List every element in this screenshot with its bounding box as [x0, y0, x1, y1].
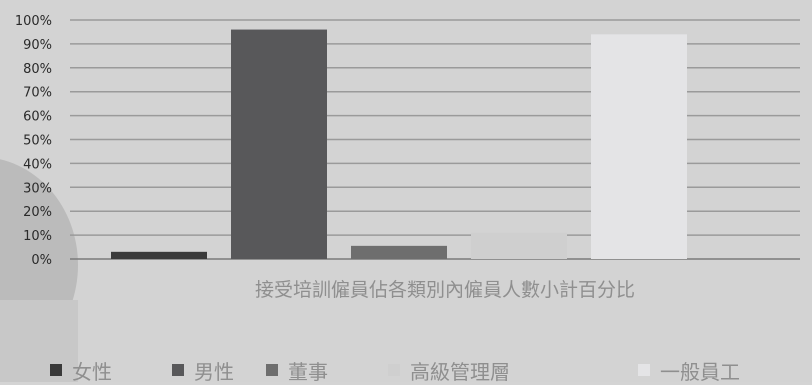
- y-tick-label: 0%: [31, 253, 52, 268]
- y-tick-label: 10%: [23, 229, 52, 244]
- bars: [111, 29, 687, 260]
- legend-label: 一般員工: [660, 359, 740, 384]
- y-tick-label: 50%: [23, 134, 52, 149]
- legend-swatch: [388, 364, 400, 376]
- legend-label: 高級管理層: [410, 359, 510, 384]
- legend-label: 男性: [194, 359, 234, 384]
- legend-label: 女性: [72, 359, 112, 384]
- bar: [471, 232, 567, 259]
- legend-label: 董事: [288, 359, 328, 384]
- y-tick-label: 60%: [23, 110, 52, 125]
- legend: 女性 男性 董事 高級管理層 一般員工: [0, 358, 812, 384]
- legend-item: 女性: [50, 358, 112, 384]
- legend-item: 董事: [266, 358, 328, 384]
- y-tick-label: 30%: [23, 181, 52, 196]
- y-tick-label: 40%: [23, 157, 52, 172]
- y-tick-label: 100%: [15, 14, 52, 29]
- bar: [231, 29, 327, 260]
- legend-item: 高級管理層: [388, 358, 510, 384]
- legend-item: 一般員工: [638, 358, 740, 384]
- bar: [351, 245, 447, 259]
- bar: [591, 34, 687, 260]
- legend-swatch: [50, 364, 62, 376]
- y-tick-label: 70%: [23, 86, 52, 101]
- y-axis-tick-labels: 0% 10% 20% 30% 40% 50% 60% 70% 80% 90% 100%: [15, 14, 52, 268]
- legend-swatch: [638, 364, 650, 376]
- gridlines: [70, 19, 800, 260]
- legend-swatch: [266, 364, 278, 376]
- y-tick-label: 90%: [23, 38, 52, 53]
- legend-item: 男性: [172, 358, 234, 384]
- y-tick-label: 80%: [23, 62, 52, 77]
- legend-swatch: [172, 364, 184, 376]
- y-tick-label: 20%: [23, 205, 52, 220]
- x-axis-title: 接受培訓僱員佔各類別內僱員人數小計百分比: [255, 279, 635, 301]
- bar: [111, 251, 207, 259]
